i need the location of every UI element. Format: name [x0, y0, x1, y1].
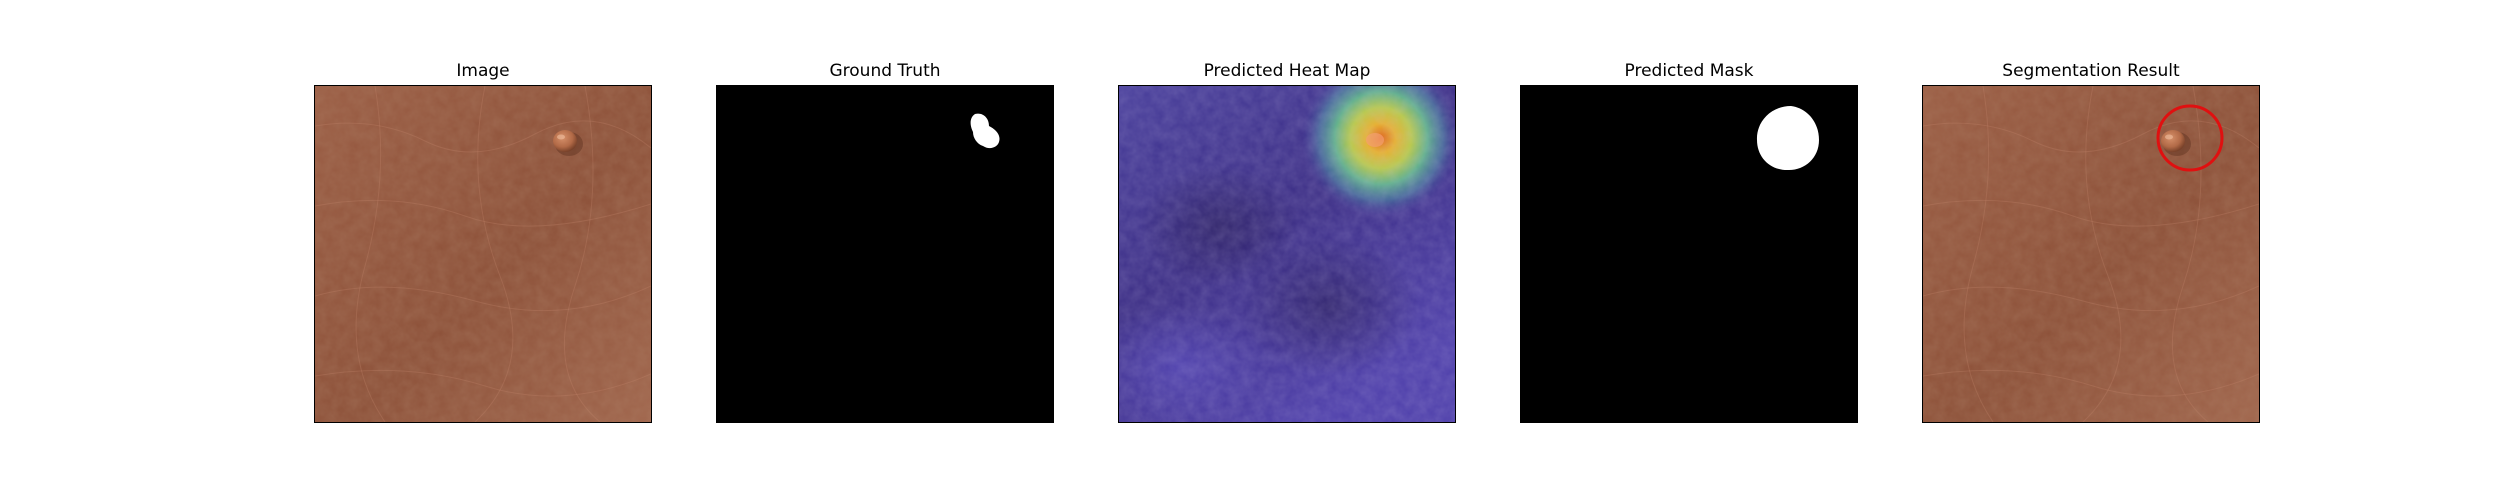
predicted-mask: [1521, 86, 1857, 422]
ground-truth-panel: [716, 85, 1054, 423]
ground-truth-mask: [717, 86, 1053, 422]
panel-title-image: Image: [456, 61, 510, 81]
panel-title-predicted-mask: Predicted Mask: [1624, 61, 1754, 81]
skin-lesion-image: [315, 86, 651, 422]
heat-map-panel: [1118, 85, 1456, 423]
lesion-spot: [553, 130, 577, 152]
panel-title-segmentation-result: Segmentation Result: [2002, 61, 2180, 81]
heat-map-image: [1119, 86, 1455, 422]
ground-truth-region: [970, 113, 1000, 149]
panel-title-heat-map: Predicted Heat Map: [1203, 61, 1371, 81]
segmentation-result-image: [1923, 86, 2259, 422]
lesion-spot: [2161, 130, 2185, 152]
predicted-mask-region: [1756, 106, 1819, 171]
predicted-mask-panel: [1520, 85, 1858, 423]
image-panel: [314, 85, 652, 423]
panel-title-ground-truth: Ground Truth: [829, 61, 941, 81]
highlight-circle: [2156, 104, 2224, 172]
segmentation-result-panel: [1922, 85, 2260, 423]
